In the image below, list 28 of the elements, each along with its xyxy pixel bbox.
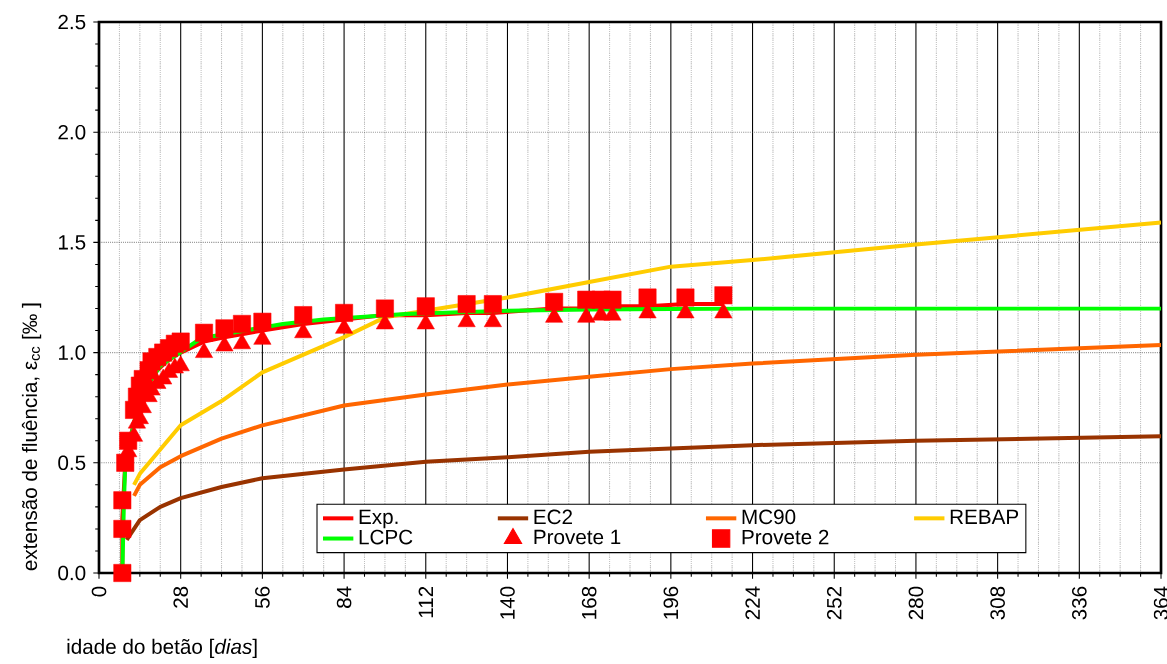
y-tick-label: 0.0 [58,565,86,581]
legend-label: Exp. [359,509,398,529]
legend-label: MC90 [742,509,796,525]
legend-label: EC2 [534,509,572,525]
x-tick-label: 0 [91,586,107,597]
legend-label: REBAP [950,509,1019,524]
x-tick-label: 56 [255,586,270,608]
x-tick-label: 140 [500,586,515,619]
y-tick-label: 1.0 [58,345,86,360]
x-tick-label: 252 [826,586,842,620]
x-tick-label: 280 [908,586,924,620]
legend-label: LCPC [359,529,413,545]
x-tick-label: 224 [745,586,760,620]
x-tick-label: 196 [663,586,679,619]
legend-label: Provete 2 [742,529,829,545]
x-tick-label: 308 [990,586,1005,620]
y-tick-label: 0.5 [58,455,86,471]
x-axis-title: idade do betão [dias] [67,638,257,659]
x-tick-label: 168 [581,586,597,619]
x-tick-label: 336 [1072,586,1087,620]
y-axis-title: extensão de fluência, ε$_{cc}$ [‰ ] [21,303,42,571]
y-tick-label: 2.0 [58,124,86,140]
y-tick-label: 2.5 [58,14,86,30]
legend-label: Provete 1 [534,529,621,545]
x-tick-label: 28 [173,586,189,608]
x-tick-label: 112 [418,586,433,618]
x-tick-label: 84 [336,586,352,608]
y-tick-label: 1.5 [58,235,86,250]
